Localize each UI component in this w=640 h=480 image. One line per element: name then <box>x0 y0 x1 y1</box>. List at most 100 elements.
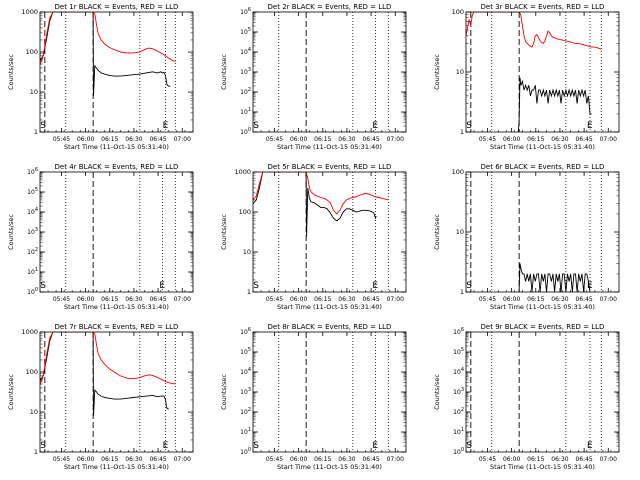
plot-frame <box>252 331 407 453</box>
end-marker-label: E <box>159 281 165 291</box>
series-group <box>518 263 591 292</box>
y-tick-label: 100 <box>27 287 38 296</box>
panel-det-6: Det 6r BLACK = Events, RED = LLD S E 05:45 0… <box>433 163 620 311</box>
panel-det-8: Det 8r BLACK = Events, RED = LLD S E 05:45 0… <box>220 323 407 471</box>
panel-det-9: Det 9r BLACK = Events, RED = LLD S E 05:45 0… <box>433 323 620 471</box>
x-tick-label: 06:00 <box>77 456 94 463</box>
x-tick-label: 05:45 <box>479 456 496 463</box>
x-tick-label: 07:00 <box>600 136 617 143</box>
plot-frame <box>252 171 407 293</box>
x-tick-label: 05:45 <box>479 136 496 143</box>
y-tick-label: 1 <box>34 448 38 456</box>
x-tick-label: 06:15 <box>314 296 331 303</box>
x-axis-label: Start Time (11-Oct-15 05:31:40) <box>64 463 169 471</box>
y-tick-label: 102 <box>27 247 38 256</box>
y-tick-label: 103 <box>240 67 251 76</box>
y-tick-label: 101 <box>240 427 251 436</box>
end-marker-label: E <box>372 441 378 451</box>
plot-frame <box>252 11 407 133</box>
x-axis-label: Start Time (11-Oct-15 05:31:40) <box>277 143 382 151</box>
plot-frame <box>465 11 620 133</box>
panel-det-1: Det 1r BLACK = Events, RED = LLD S E 05:45 0… <box>7 3 194 151</box>
y-axis-label: Counts/sec <box>220 214 228 250</box>
x-tick-label: 06:00 <box>290 296 307 303</box>
x-tick-label: 06:45 <box>362 456 379 463</box>
panel-title: Det 8r BLACK = Events, RED = LLD <box>268 323 392 331</box>
y-axis-label: Counts/sec <box>220 54 228 90</box>
series-lld-line <box>40 12 176 65</box>
plot-frame <box>465 331 620 453</box>
y-tick-label: 10 <box>243 248 251 256</box>
start-marker-label: S <box>253 281 259 291</box>
plot-frame <box>39 331 194 453</box>
y-tick-label: 102 <box>240 87 251 96</box>
y-tick-label: 1 <box>247 288 251 296</box>
y-tick-label: 101 <box>240 107 251 116</box>
x-tick-label: 06:30 <box>551 136 568 143</box>
x-tick-label: 06:15 <box>527 296 544 303</box>
panel-det-2: Det 2r BLACK = Events, RED = LLD S E 05:45 0… <box>220 3 407 151</box>
panel-title: Det 2r BLACK = Events, RED = LLD <box>268 3 392 11</box>
x-tick-label: 05:45 <box>266 296 283 303</box>
x-tick-label: 07:00 <box>600 456 617 463</box>
x-tick-label: 06:15 <box>527 136 544 143</box>
x-axis-label: Start Time (11-Oct-15 05:31:40) <box>64 143 169 151</box>
x-tick-label: 07:00 <box>387 136 404 143</box>
x-tick-label: 06:00 <box>503 456 520 463</box>
x-tick-label: 07:00 <box>600 296 617 303</box>
x-axis-label: Start Time (11-Oct-15 05:31:40) <box>490 303 595 311</box>
x-tick-label: 06:30 <box>551 456 568 463</box>
x-tick-label: 06:45 <box>149 296 166 303</box>
x-tick-label: 06:00 <box>503 136 520 143</box>
y-tick-label: 1 <box>34 128 38 136</box>
x-tick-label: 06:00 <box>77 136 94 143</box>
y-axis-label: Counts/sec <box>433 214 441 250</box>
x-tick-label: 06:15 <box>527 456 544 463</box>
series-events-line <box>40 12 171 96</box>
series-group <box>40 332 176 416</box>
y-tick-label: 1 <box>460 128 464 136</box>
x-tick-label: 05:45 <box>266 456 283 463</box>
x-tick-label: 06:00 <box>77 296 94 303</box>
x-axis-label: Start Time (11-Oct-15 05:31:40) <box>277 303 382 311</box>
panel-title: Det 5r BLACK = Events, RED = LLD <box>268 163 392 171</box>
x-tick-label: 06:00 <box>290 456 307 463</box>
y-tick-label: 10 <box>30 88 38 96</box>
y-axis-label: Counts/sec <box>433 374 441 410</box>
x-tick-label: 06:45 <box>575 456 592 463</box>
panel-title: Det 4r BLACK = Events, RED = LLD <box>55 163 179 171</box>
x-axis-label: Start Time (11-Oct-15 05:31:40) <box>490 143 595 151</box>
x-tick-label: 06:00 <box>503 296 520 303</box>
y-tick-label: 100 <box>452 168 464 176</box>
y-tick-label: 10 <box>456 68 464 76</box>
x-tick-label: 06:45 <box>362 136 379 143</box>
y-tick-label: 102 <box>240 407 251 416</box>
x-tick-label: 06:30 <box>551 296 568 303</box>
y-tick-label: 1000 <box>21 8 38 16</box>
start-marker-label: S <box>253 441 259 451</box>
y-axis-label: Counts/sec <box>7 214 15 250</box>
x-tick-label: 06:00 <box>290 136 307 143</box>
x-tick-label: 06:45 <box>149 456 166 463</box>
x-tick-label: 06:30 <box>338 456 355 463</box>
y-tick-label: 106 <box>240 7 251 16</box>
start-marker-label: S <box>466 441 472 451</box>
y-tick-label: 104 <box>27 207 38 216</box>
y-tick-label: 1000 <box>234 168 251 176</box>
start-marker-label: S <box>253 121 259 131</box>
y-tick-label: 105 <box>240 347 251 356</box>
end-marker-label: E <box>587 441 593 451</box>
y-tick-label: 102 <box>453 407 464 416</box>
series-events-line <box>517 77 592 132</box>
series-group <box>253 172 389 237</box>
start-marker-label: S <box>40 441 46 451</box>
y-tick-label: 100 <box>452 8 464 16</box>
x-tick-label: 05:45 <box>53 296 70 303</box>
panel-title: Det 3r BLACK = Events, RED = LLD <box>481 3 605 11</box>
y-axis-label: Counts/sec <box>7 54 15 90</box>
y-tick-label: 103 <box>453 387 464 396</box>
start-marker-label: S <box>466 281 472 291</box>
y-axis-label: Counts/sec <box>7 374 15 410</box>
plot-frame <box>39 171 194 293</box>
y-tick-label: 104 <box>240 367 251 376</box>
